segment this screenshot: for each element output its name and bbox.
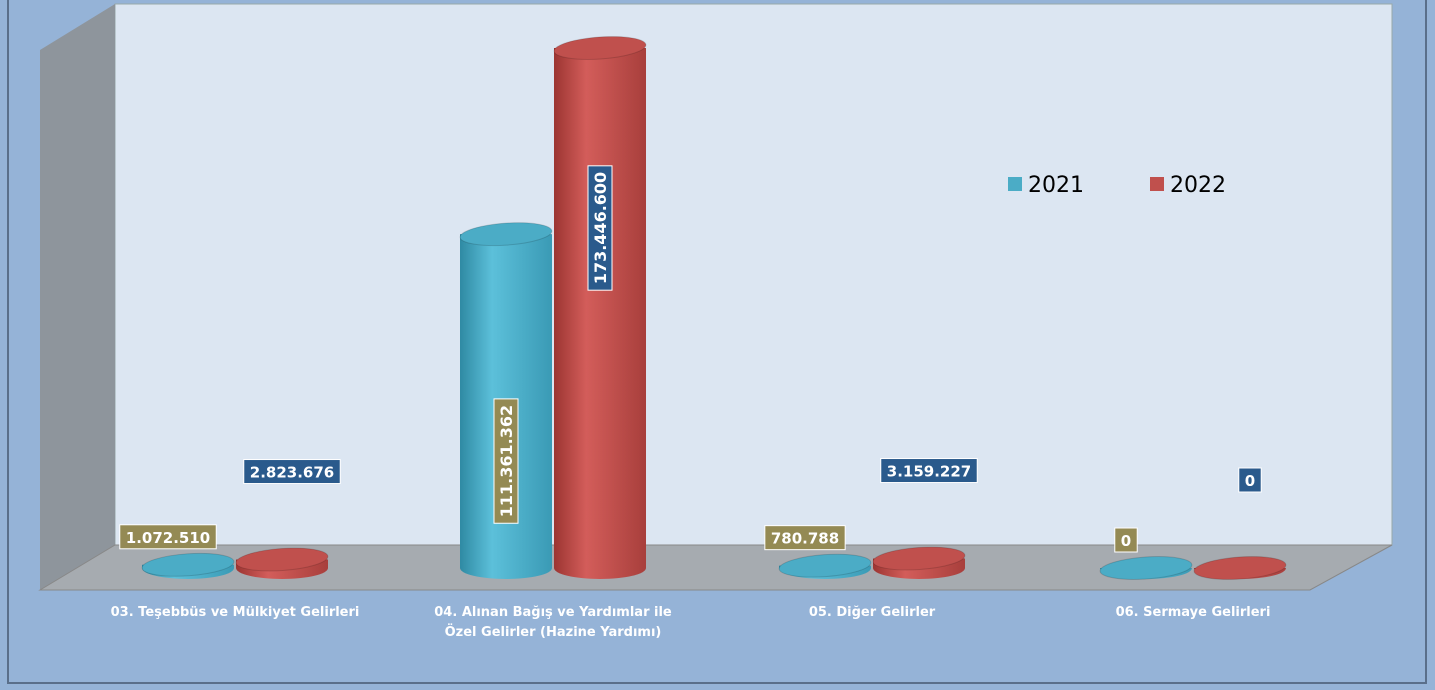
data-label-box bbox=[764, 525, 846, 551]
cylinder-top bbox=[1099, 556, 1193, 580]
legend-swatch bbox=[1150, 177, 1164, 191]
data-label-text: 780.788 bbox=[771, 530, 839, 548]
data-label-text: 1.072.510 bbox=[126, 529, 210, 547]
data-label: 780.788 bbox=[764, 525, 846, 551]
data-label-text: 2.823.676 bbox=[250, 464, 334, 482]
data-label-box bbox=[243, 459, 341, 485]
x-tick-label: 05. Diğer Gelirler bbox=[808, 605, 936, 620]
floor bbox=[38, 544, 1393, 591]
cylinder bbox=[778, 553, 872, 579]
data-label-box bbox=[587, 165, 613, 291]
data-label-box bbox=[880, 458, 978, 484]
cylinder bbox=[553, 36, 647, 579]
cylinder bbox=[1193, 556, 1287, 580]
data-label-text: 111.361.362 bbox=[497, 405, 516, 517]
data-label-text: 173.446.600 bbox=[591, 172, 610, 284]
data-label-box bbox=[493, 398, 519, 524]
data-label-text: 3.159.227 bbox=[887, 463, 971, 481]
data-label-box bbox=[1238, 467, 1262, 493]
cylinder bbox=[235, 547, 329, 579]
cylinder-body bbox=[554, 48, 646, 579]
cylinder bbox=[141, 552, 235, 579]
cylinder-top bbox=[141, 552, 235, 577]
cylinder bbox=[1099, 556, 1193, 580]
data-label: 3.159.227 bbox=[880, 458, 978, 484]
data-label-text: 0 bbox=[1121, 532, 1131, 550]
cylinder-top bbox=[235, 547, 329, 572]
data-label: 111.361.362 bbox=[493, 398, 519, 524]
side-wall bbox=[40, 4, 115, 590]
data-label-text: 0 bbox=[1245, 472, 1255, 490]
legend-label: 2022 bbox=[1170, 173, 1226, 198]
cylinder-top bbox=[778, 553, 872, 578]
data-label-box bbox=[1114, 527, 1138, 553]
x-tick-label: 03. Teşebbüs ve Mülkiyet Gelirleri bbox=[110, 605, 360, 620]
data-label: 2.823.676 bbox=[243, 459, 341, 485]
legend-swatch bbox=[1008, 177, 1022, 191]
cylinder-top bbox=[1193, 556, 1287, 580]
data-label-box bbox=[119, 524, 217, 550]
cylinder-top bbox=[553, 36, 647, 60]
data-label: 0 bbox=[1114, 527, 1138, 553]
cylinder-top bbox=[872, 546, 966, 571]
x-tick-label: 06. Sermaye Gelirleri bbox=[1115, 605, 1271, 620]
data-label: 173.446.600 bbox=[587, 165, 613, 291]
frame bbox=[7, 0, 1427, 684]
data-label: 1.072.510 bbox=[119, 524, 217, 550]
legend-label: 2021 bbox=[1028, 173, 1084, 198]
cylinder bbox=[872, 546, 966, 579]
x-tick-label: 04. Alınan Bağış ve Yardımlar ile Özel G… bbox=[434, 605, 672, 640]
cylinder-top bbox=[459, 222, 553, 247]
data-label: 0 bbox=[1238, 467, 1262, 493]
